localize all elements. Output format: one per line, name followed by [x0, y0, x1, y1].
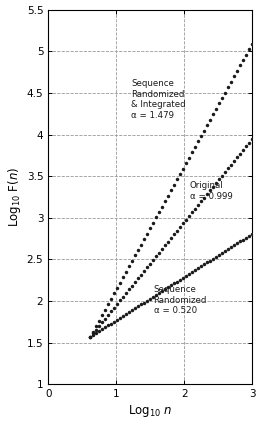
X-axis label: Log$_{10}$ $n$: Log$_{10}$ $n$	[128, 403, 173, 419]
Text: Original
α = 0.999: Original α = 0.999	[189, 181, 232, 201]
Text: Sequence
Randomized
& Integrated
α = 1.479: Sequence Randomized & Integrated α = 1.4…	[131, 79, 186, 119]
Y-axis label: Log$_{10}$ F($n$): Log$_{10}$ F($n$)	[5, 167, 22, 227]
Text: Sequence
Randomized
α = 0.520: Sequence Randomized α = 0.520	[153, 285, 207, 315]
